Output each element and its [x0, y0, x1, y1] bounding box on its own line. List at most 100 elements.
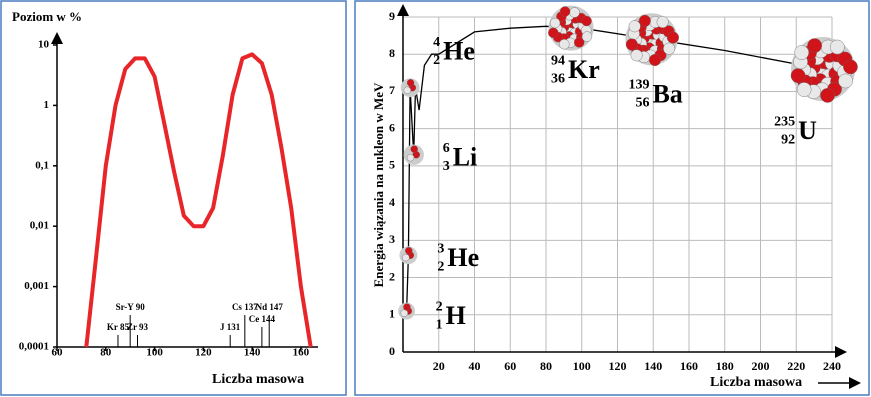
nucleus	[399, 246, 418, 265]
neutron	[838, 73, 853, 89]
x-tick-label: 240	[823, 359, 841, 373]
x-tick-label: 60	[504, 359, 516, 373]
atomic-number: 2	[437, 259, 444, 274]
neutron	[796, 82, 812, 97]
x-tick-label: 160	[680, 359, 698, 373]
x-tick-label: 160	[293, 347, 310, 359]
element-symbol: He	[443, 37, 475, 66]
nucleus	[625, 13, 679, 66]
annotation: Sr-Y 90	[116, 302, 146, 312]
y-tick-label: 3	[389, 232, 395, 246]
nucleus	[403, 144, 424, 165]
neutron	[569, 7, 580, 18]
proton	[405, 247, 413, 255]
neutron	[794, 45, 810, 60]
left-panel	[0, 0, 347, 396]
neutron	[403, 86, 412, 95]
neutron	[400, 309, 408, 317]
proton	[406, 79, 415, 87]
y-tick-label: 0,01	[30, 220, 49, 232]
proton	[625, 38, 638, 51]
y-tick-label: 1	[44, 99, 50, 111]
x-tick-label: 120	[195, 347, 212, 359]
binding-curve	[405, 25, 824, 312]
neutron	[559, 39, 570, 50]
proton	[807, 38, 822, 53]
annotation: Zr 93	[127, 322, 149, 332]
right-panel	[354, 0, 870, 396]
neutron	[628, 20, 641, 33]
nucleus	[790, 37, 858, 103]
y-tick-label: 5	[389, 158, 395, 172]
proton	[648, 53, 661, 66]
x-tick-label: 80	[100, 347, 112, 359]
proton	[820, 88, 835, 103]
y-tick-label: 4	[389, 195, 395, 209]
proton	[403, 303, 411, 311]
proton	[548, 27, 559, 39]
mass-number: 139	[628, 78, 649, 93]
y-tick-label: 9	[389, 9, 395, 23]
mass-number: 6	[443, 141, 450, 156]
neutron	[581, 31, 593, 42]
atomic-number: 3	[443, 159, 450, 174]
x-tick-label: 140	[644, 359, 662, 373]
element-symbol: Kr	[568, 55, 600, 84]
annotation: Nd 147	[256, 302, 284, 312]
x-tick-label: 100	[573, 359, 591, 373]
proton	[843, 59, 858, 75]
mass-number: 235	[774, 114, 795, 129]
y-tick-label: 8	[389, 46, 395, 60]
annotation: Kr 85	[107, 322, 130, 332]
y-tick-label: 0,001	[24, 280, 49, 292]
y-tick-label: 0	[389, 344, 395, 358]
y-tick-label: 6	[389, 120, 395, 134]
x-tick-label: 220	[787, 359, 805, 373]
annotation: Cs 137	[232, 302, 258, 312]
nucleus	[548, 5, 594, 51]
chart-title: Poziom w %	[12, 9, 82, 24]
y-tick-label: 1	[389, 307, 395, 321]
y-tick-label: 0,1	[35, 159, 49, 171]
x-axis-label: Liczba masowa	[710, 375, 802, 390]
element-symbol: Li	[453, 143, 478, 172]
x-tick-label: 120	[609, 359, 627, 373]
neutron	[829, 39, 845, 55]
y-tick-label: 10	[38, 39, 50, 51]
x-tick-label: 180	[716, 359, 734, 373]
atomic-number: 1	[436, 317, 443, 332]
proton	[790, 68, 806, 83]
x-tick-label: 140	[244, 347, 261, 359]
neutron	[402, 253, 410, 262]
neutron	[549, 17, 561, 29]
x-tick-label: 60	[52, 347, 64, 359]
yield-curve	[84, 52, 313, 348]
proton	[638, 14, 651, 27]
neutron	[656, 16, 669, 28]
element-symbol: Ba	[652, 79, 682, 108]
element-symbol: He	[447, 243, 479, 272]
x-tick-label: 200	[752, 359, 770, 373]
y-tick-label: 7	[389, 83, 395, 97]
atomic-number: 92	[781, 132, 795, 147]
proton	[666, 31, 679, 44]
atomic-number: 56	[635, 96, 649, 111]
element-symbol: H	[446, 301, 466, 330]
nucleus	[400, 78, 420, 98]
proton	[581, 15, 592, 27]
proton	[573, 37, 585, 48]
mass-number: 3	[437, 241, 444, 256]
y-axis-label: Energia wiązania na nukleon w MeV	[371, 82, 386, 287]
y-tick-label: 2	[389, 269, 395, 283]
mass-number: 4	[433, 35, 440, 50]
x-tick-label: 100	[146, 347, 163, 359]
neutron	[406, 153, 415, 162]
mass-number: 94	[551, 53, 565, 68]
neutron	[663, 42, 676, 55]
x-axis-label: Liczba masowa	[212, 372, 304, 387]
annotation: J 131	[220, 322, 241, 332]
element-symbol: U	[798, 116, 817, 145]
atomic-number: 36	[551, 71, 565, 86]
x-tick-label: 40	[469, 359, 481, 373]
